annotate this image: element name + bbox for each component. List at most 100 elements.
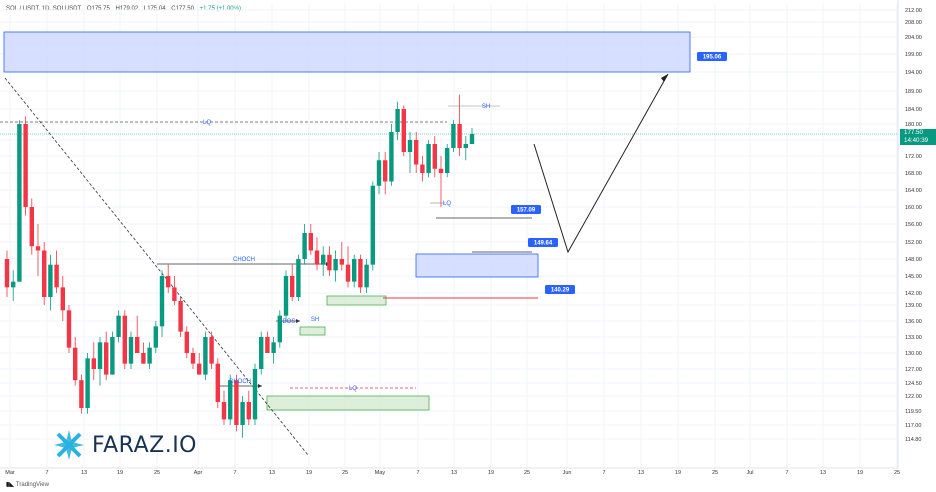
y-tick-label: 212.00 [905,8,922,14]
candle-body [190,353,196,364]
candle-body [48,264,53,297]
candle-body [60,287,65,311]
candle-body [352,259,357,282]
candle [190,347,196,369]
x-tick-label: 25 [712,470,718,476]
x-tick-label: 19 [117,470,123,476]
candle [66,305,72,353]
candle [290,264,295,301]
annotation-labels: 157.09 149.64 140.29 195.06 LQ LQ LQ SH CHOCH CHO… [203,52,727,392]
candle-body [445,148,450,173]
projection-path [533,73,669,254]
candle [463,136,468,161]
x-tick-label: 13 [638,470,644,476]
current-price-tag: 177.50 14:40:39 [900,129,936,145]
candle [35,224,41,276]
tradingview-icon: ▮◣ [6,482,14,488]
y-tick-label: 189.00 [905,89,922,95]
chart-header: SOL / USDT, 1D, SOLUSDT O175.75 H179.02 … [6,6,245,12]
x-tick-label: 7 [602,470,605,476]
candle-body [314,250,320,265]
candle-body [17,124,22,282]
y-tick-label: 152.00 [905,240,922,246]
time-axis: Mar 7 13 19 25 Apr 7 13 19 25 May 7 13 19 25 Jun 7 13 19 25… [0,467,900,476]
x-tick-label: 13 [269,470,275,476]
candle [215,358,220,408]
candle [445,144,450,178]
lq-label: LQ [203,120,211,126]
candle-body [54,264,59,288]
candle-body [73,347,78,381]
candle [265,331,270,353]
candle-body [221,402,227,420]
sh-label: SH [482,104,490,110]
candle [48,254,53,311]
candle [240,396,245,438]
candle [296,254,301,301]
candle-body [296,259,301,297]
change-value: +1.75 (+1.00%) [199,6,241,12]
x-tick-label: 25 [894,470,900,476]
chart-grid [0,4,898,468]
level-tag-text: 149.64 [534,241,553,247]
candle-body [153,326,158,348]
candle-body [91,358,96,369]
y-tick-label: 184.00 [905,107,922,113]
candle-body [97,342,103,369]
price-axis: 212.00 208.00 204.00 199.00 194.00 189.00 184.… [897,0,922,468]
candle [438,156,444,207]
level-tag-text: 195.06 [703,55,722,61]
y-tick-label: 145.00 [905,274,922,280]
x-tick-label: 7 [45,470,48,476]
level-tag-text: 157.09 [517,208,536,214]
high-value: H179.02 [115,6,139,12]
candle [4,250,10,297]
symbol-label[interactable]: SOL / USDT, 1D, SOLUSDT [6,6,82,12]
candle-body [364,264,369,288]
candle [221,390,227,425]
tradingview-brand[interactable]: ▮◣ TradingView [6,481,49,488]
x-tick-label: 25 [342,470,348,476]
x-tick-label: 19 [675,470,681,476]
candle [370,181,375,271]
level-tag-bg [545,285,575,294]
zone-box [415,253,539,278]
candle [153,321,158,353]
candle-body [457,124,462,148]
candle [23,116,28,216]
level-149-tag: 149.64 [528,238,558,247]
candle-body [11,281,16,288]
candle-body [23,124,28,207]
candle [135,315,140,353]
candle [79,374,84,414]
candle-body [370,185,375,265]
candle-body [110,337,115,375]
candle [395,101,400,140]
candle [209,331,214,369]
candle [333,250,338,282]
x-tick-label: 13 [81,470,87,476]
candle-body [389,132,394,182]
candle [203,331,208,381]
candle [141,342,146,364]
lq-label: LQ [349,386,357,392]
tradingview-text: TradingView [15,482,49,488]
candle [426,140,431,178]
candle-body [141,353,146,364]
y-tick-label: 194.00 [905,70,922,76]
level-tag-text: 140.29 [551,288,570,294]
candle-body [178,301,183,332]
candle [42,242,47,305]
candle-body [308,233,313,251]
watermark-text: FARAZ.IO [92,432,197,458]
diagonal-trendline [4,77,309,456]
candle [283,270,289,321]
candle [73,337,78,386]
bos-arrow-icon [296,319,300,323]
candle-body [116,315,121,337]
x-tick-label: 19 [857,470,863,476]
candle-body [414,140,419,165]
level-140-tag: 140.29 [545,285,575,294]
x-tick-label: 13 [820,470,826,476]
